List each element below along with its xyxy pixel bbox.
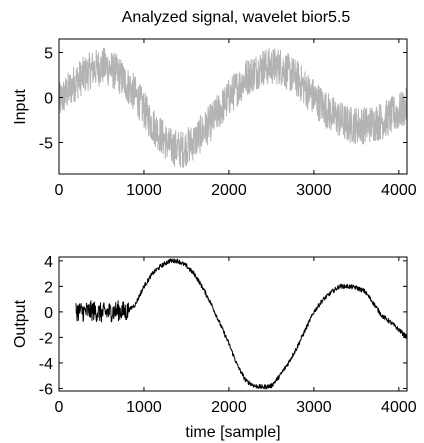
y-tick-label: -6	[39, 381, 53, 398]
y-tick-label: -5	[39, 136, 53, 153]
y-tick-label: 2	[44, 279, 53, 296]
input-panel: Analyzed signal, wavelet bior5.5 0 1000 20…	[12, 9, 417, 199]
y-tick-label: 5	[44, 46, 53, 63]
x-tick-label: 0	[55, 399, 64, 416]
x-tick-label: 4000	[381, 182, 417, 199]
x-tick-label: 3000	[296, 399, 332, 416]
y-tick-label: -2	[39, 330, 53, 347]
x-tick-label: 1000	[126, 399, 162, 416]
output-series-line	[75, 258, 408, 390]
output-axes-frame	[58, 256, 408, 392]
x-tick-label: 2000	[211, 399, 247, 416]
output-ylabel: Output	[12, 299, 29, 348]
x-tick-label: 1000	[126, 182, 162, 199]
x-tick-label: 4000	[381, 399, 417, 416]
chart-title: Analyzed signal, wavelet bior5.5	[122, 9, 351, 26]
x-tick-label: 0	[55, 182, 64, 199]
input-axes-frame	[58, 38, 408, 175]
x-tick-label: 3000	[296, 182, 332, 199]
x-tick-label: 2000	[211, 182, 247, 199]
y-tick-label: -4	[39, 356, 53, 373]
output-xlabel: time [sample]	[185, 424, 280, 441]
y-tick-label: 4	[44, 254, 53, 271]
y-tick-label: 0	[44, 305, 53, 322]
input-ylabel: Input	[12, 89, 29, 125]
input-series-group	[58, 47, 408, 168]
output-ticks-group: 0 1000 2000 3000 4000 4 2 0 -2 -4 -6	[39, 254, 417, 416]
input-series-line	[58, 47, 408, 168]
output-panel: 0 1000 2000 3000 4000 4 2 0 -2 -4 -6 Output time […	[12, 254, 417, 441]
input-ticks-group: 0 1000 2000 3000 4000 5 0 -5	[39, 39, 417, 199]
y-tick-label: 0	[44, 91, 53, 108]
output-series-group	[75, 258, 408, 390]
